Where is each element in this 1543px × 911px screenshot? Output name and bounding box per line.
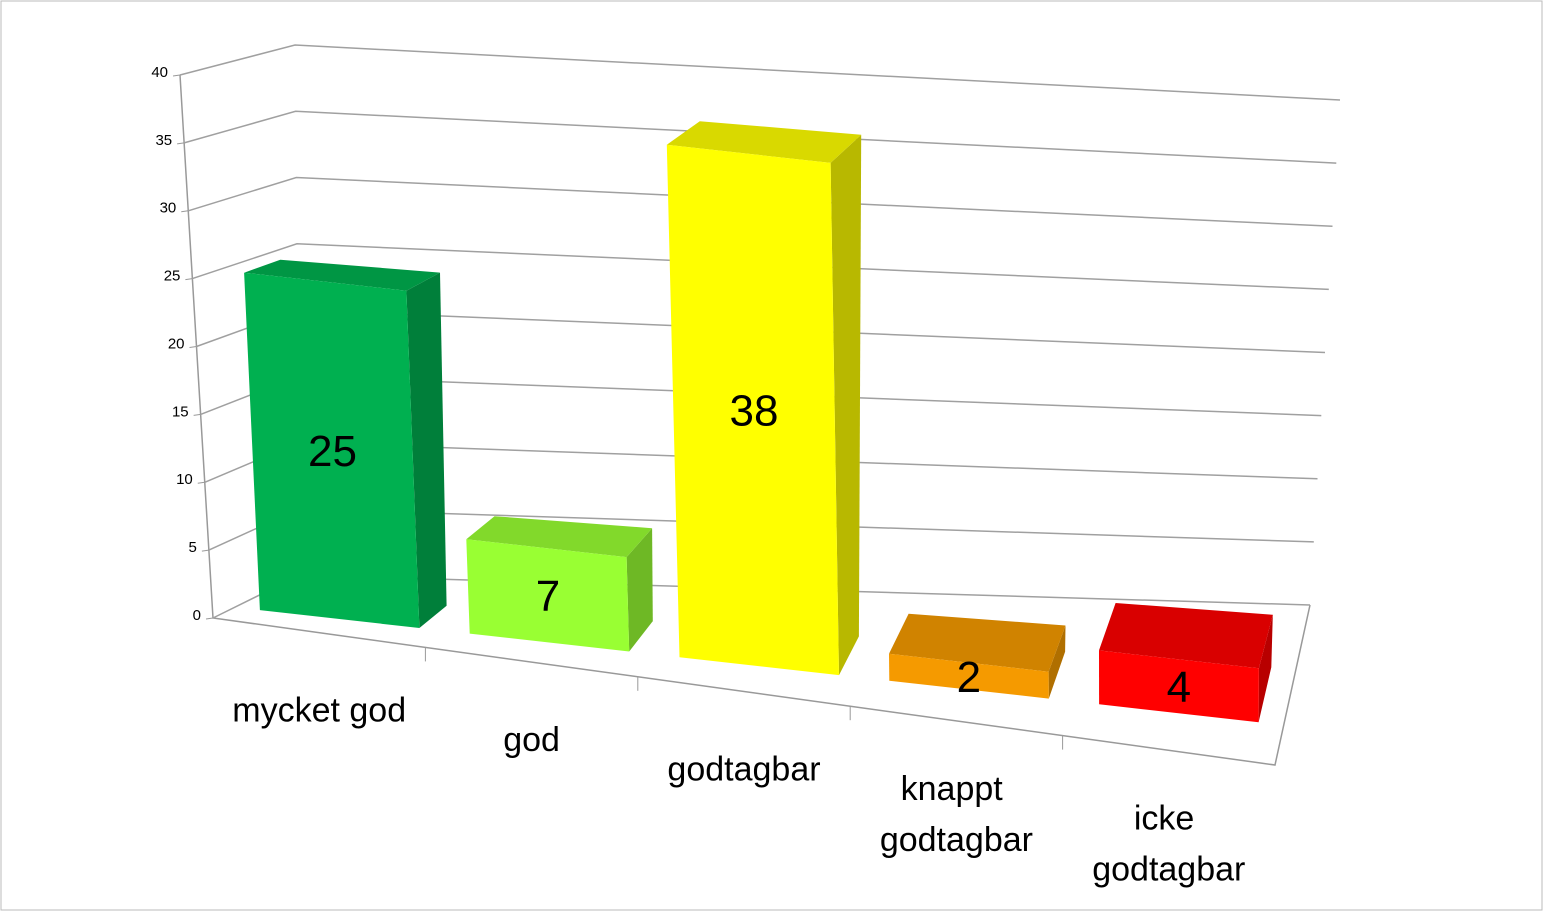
bar-side: [1048, 625, 1066, 699]
bar-top: [466, 516, 653, 558]
bar-side: [830, 134, 862, 676]
bar-top: [889, 613, 1066, 672]
bar: [466, 539, 630, 652]
y-tick-label: 40: [151, 64, 168, 81]
bar: [666, 144, 839, 676]
bar-side: [406, 272, 447, 628]
y-tick-label: 0: [193, 607, 201, 624]
y-tick-label: 35: [155, 132, 172, 149]
y-tick: [193, 413, 201, 416]
y-tick: [201, 549, 209, 552]
grid-line: [179, 44, 1341, 101]
bar: [889, 653, 1049, 699]
y-tick: [177, 142, 185, 145]
value-label: 38: [729, 387, 778, 436]
y-tick-label: 25: [164, 268, 181, 285]
x-tick-label: icke godtagbar: [1092, 799, 1245, 888]
x-tick-label: god: [503, 721, 560, 759]
x-tick-label: godtagbar: [667, 750, 820, 788]
y-tick-label: 10: [176, 471, 193, 488]
bar-side: [626, 528, 653, 652]
y-tick: [172, 74, 181, 77]
grid-line: [183, 110, 1337, 164]
bar: [244, 272, 420, 628]
grid-line: [192, 243, 1329, 291]
bar-top: [1099, 603, 1273, 669]
bar-side: [1258, 614, 1273, 723]
value-label: 7: [536, 572, 560, 621]
x-tick-label: mycket god: [232, 692, 406, 730]
y-tick-label: 20: [168, 335, 185, 352]
y-tick-label: 15: [172, 403, 189, 420]
y-tick: [185, 278, 193, 281]
y-tick: [189, 346, 197, 348]
y-tick: [181, 210, 189, 213]
y-tick-label: 30: [160, 200, 177, 217]
value-label: 4: [1167, 663, 1191, 712]
bar: [1099, 650, 1259, 723]
x-tick-label: knappt godtagbar: [880, 770, 1033, 859]
bar-top: [666, 121, 862, 163]
bar-top: [244, 259, 440, 291]
grid-line: [188, 176, 1333, 228]
value-label: 2: [957, 653, 981, 702]
y-tick: [197, 481, 205, 484]
y-tick-label: 5: [189, 539, 197, 556]
value-label: 25: [308, 427, 357, 476]
y-tick: [205, 617, 214, 620]
